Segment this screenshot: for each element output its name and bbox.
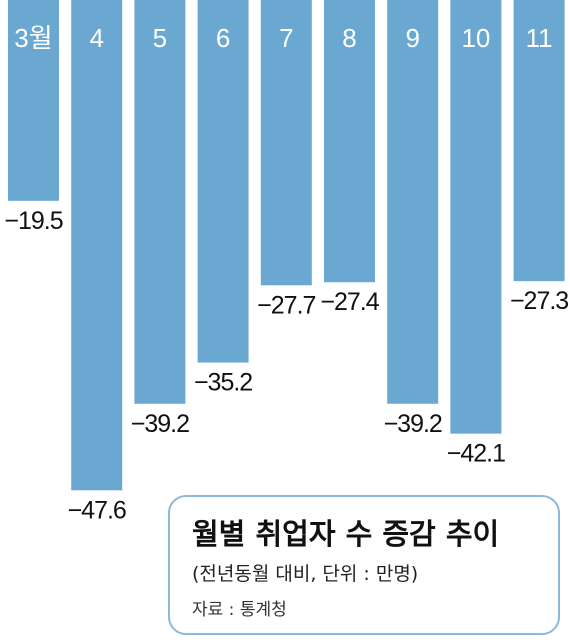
category-label-5: 7 bbox=[279, 23, 293, 53]
chart-source: 자료 : 통계청 bbox=[192, 600, 287, 620]
value-label-9: −27.3 bbox=[510, 287, 568, 315]
value-label-6: −27.4 bbox=[320, 288, 379, 316]
bar-1 bbox=[8, 0, 59, 201]
value-label-3: −39.2 bbox=[131, 410, 189, 438]
value-label-2: −47.6 bbox=[68, 496, 126, 524]
bar-2 bbox=[71, 0, 123, 491]
chart-caption-box: 월별 취업자 수 증감 추이 (전년동월 대비, 단위 : 만명) 자료 : 통… bbox=[168, 495, 560, 635]
category-label-1: 3월 bbox=[14, 23, 52, 53]
category-labels-group: 3월 4 5 6 7 8 9 10 11 bbox=[14, 23, 552, 53]
category-label-8: 10 bbox=[461, 23, 490, 53]
category-label-7: 9 bbox=[405, 23, 419, 53]
chart-subtitle: (전년동월 대비, 단위 : 만명) bbox=[192, 563, 419, 585]
bar-6 bbox=[324, 0, 375, 283]
category-label-2: 4 bbox=[89, 23, 103, 53]
value-label-5: −27.7 bbox=[257, 291, 315, 319]
bar-5 bbox=[260, 0, 312, 286]
category-label-6: 8 bbox=[342, 23, 356, 53]
bar-4 bbox=[197, 0, 249, 363]
value-label-4: −35.2 bbox=[194, 369, 252, 397]
bar-8 bbox=[450, 0, 502, 434]
category-label-3: 5 bbox=[153, 23, 167, 53]
chart-title: 월별 취업자 수 증감 추이 bbox=[192, 517, 500, 551]
bar-9 bbox=[513, 0, 565, 282]
value-labels-group: −19.5−47.6−39.2−35.2−27.7 −27.4−39.2−42.1… bbox=[4, 207, 569, 524]
value-label-1: −19.5 bbox=[4, 207, 62, 235]
category-label-9: 11 bbox=[526, 23, 553, 53]
bar-3 bbox=[134, 0, 186, 404]
bars-group bbox=[8, 0, 565, 491]
value-label-8: −42.1 bbox=[447, 440, 505, 468]
value-label-7: −39.2 bbox=[384, 410, 442, 438]
bar-7 bbox=[387, 0, 439, 404]
category-label-4: 6 bbox=[216, 23, 230, 53]
